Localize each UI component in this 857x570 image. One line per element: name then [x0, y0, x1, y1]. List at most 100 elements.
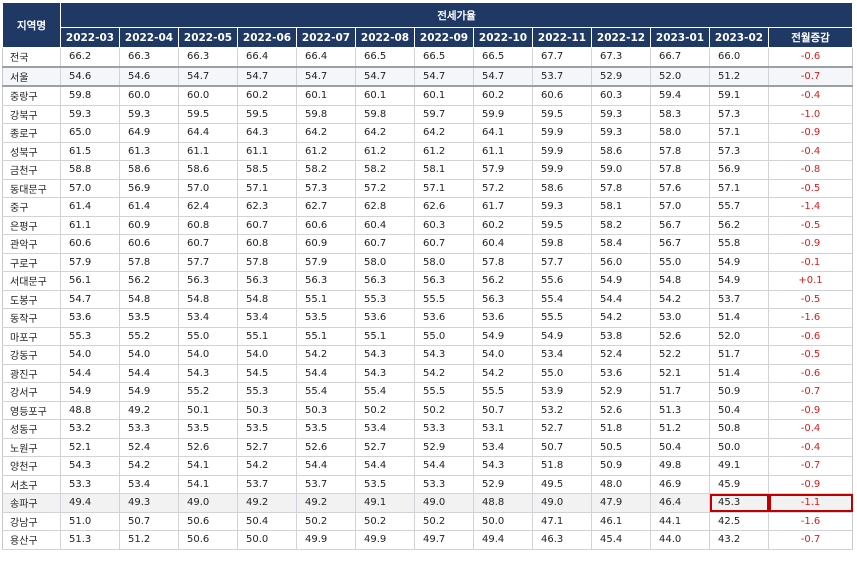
table-row: 강서구 54.9 54.9 55.2 55.3 55.4 55.4 55.5 55.5 53.9 5… — [2, 382, 854, 402]
value-cell: 45.9 — [709, 475, 769, 494]
value-cell: 52.4 — [591, 345, 651, 365]
value-cell: 54.8 — [178, 290, 238, 309]
value-cell: 59.8 — [532, 234, 592, 254]
month-header: 2022-09 — [414, 27, 474, 48]
change-cell: -0.7 — [767, 66, 854, 87]
value-cell: 60.0 — [119, 86, 179, 106]
value-cell: 57.1 — [709, 179, 769, 198]
value-cell: 54.7 — [414, 66, 474, 87]
value-cell: 54.5 — [237, 364, 297, 383]
value-cell: 54.3 — [414, 345, 474, 365]
change-cell: -1.6 — [767, 308, 854, 328]
value-cell: 60.4 — [355, 216, 415, 235]
value-cell: 66.5 — [355, 47, 415, 68]
value-cell: 57.3 — [296, 179, 356, 198]
region-cell: 서울 — [2, 66, 61, 87]
value-cell: 58.2 — [591, 216, 651, 235]
value-cell: 50.2 — [355, 401, 415, 420]
value-cell: 53.5 — [355, 475, 415, 494]
value-cell: 52.1 — [650, 364, 710, 383]
value-cell: 59.7 — [414, 105, 474, 124]
value-cell: 61.1 — [473, 142, 533, 161]
value-cell: 46.9 — [650, 475, 710, 494]
value-cell: 56.3 — [355, 271, 415, 291]
value-cell: 64.9 — [119, 123, 179, 143]
value-cell: 53.7 — [237, 475, 297, 494]
value-cell: 49.5 — [532, 475, 592, 494]
region-cell: 서대문구 — [2, 271, 61, 291]
table-row: 동대문구 57.0 56.9 57.0 57.1 57.3 57.2 57.1 57.2 58.6… — [2, 179, 854, 198]
value-cell: 66.5 — [414, 47, 474, 68]
value-cell: 57.1 — [709, 123, 769, 143]
month-header: 2022-03 — [60, 27, 120, 48]
value-cell: 59.5 — [532, 105, 592, 124]
value-cell: 58.0 — [355, 253, 415, 272]
value-cell: 54.4 — [296, 364, 356, 383]
value-cell: 59.1 — [709, 86, 769, 106]
value-cell: 55.7 — [709, 197, 769, 217]
value-cell: 57.3 — [709, 105, 769, 124]
value-cell: 54.0 — [178, 345, 238, 365]
value-cell: 45.4 — [591, 530, 651, 550]
value-cell: 50.3 — [237, 401, 297, 420]
value-cell: 49.8 — [650, 456, 710, 476]
value-cell: 51.4 — [709, 308, 769, 328]
value-cell: 54.0 — [119, 345, 179, 365]
value-cell: 49.0 — [532, 493, 592, 513]
value-cell: 54.7 — [296, 66, 356, 87]
change-cell: -1.0 — [767, 105, 854, 124]
change-cell: -0.6 — [767, 47, 854, 68]
value-cell: 51.2 — [709, 66, 769, 87]
value-cell: 52.1 — [60, 438, 120, 457]
value-cell: 55.0 — [650, 253, 710, 272]
table-row: 성북구 61.5 61.3 61.1 61.1 61.2 61.2 61.2 61.1 59.9 5… — [2, 142, 854, 161]
value-cell: 50.3 — [296, 401, 356, 420]
value-cell: 54.3 — [60, 456, 120, 476]
value-cell: 52.0 — [650, 66, 710, 87]
value-cell: 60.1 — [355, 86, 415, 106]
value-cell: 52.7 — [532, 419, 592, 439]
value-cell: 57.7 — [178, 253, 238, 272]
value-cell: 54.2 — [237, 456, 297, 476]
value-cell: 59.9 — [532, 160, 592, 180]
value-cell: 54.1 — [178, 456, 238, 476]
value-cell: 44.0 — [650, 530, 710, 550]
value-cell: 49.3 — [119, 493, 179, 513]
value-cell: 65.0 — [60, 123, 120, 143]
value-cell: 62.3 — [237, 197, 297, 217]
value-cell: 50.7 — [473, 401, 533, 420]
month-header: 2022-11 — [532, 27, 592, 48]
change-header: 전월증감 — [767, 27, 854, 48]
value-cell: 56.2 — [709, 216, 769, 235]
value-cell: 52.2 — [650, 345, 710, 365]
value-cell: 54.4 — [355, 456, 415, 476]
value-cell: 54.8 — [237, 290, 297, 309]
value-cell: 60.2 — [237, 86, 297, 106]
value-cell: 59.8 — [355, 105, 415, 124]
month-header: 2022-05 — [178, 27, 238, 48]
month-header: 2022-08 — [355, 27, 415, 48]
value-cell: 59.8 — [296, 105, 356, 124]
value-cell: 52.7 — [355, 438, 415, 457]
value-cell: 54.7 — [60, 290, 120, 309]
value-cell: 48.8 — [473, 493, 533, 513]
table-row: 마포구 55.3 55.2 55.0 55.1 55.1 55.1 55.0 54.9 54.9 5… — [2, 327, 854, 346]
value-cell: 53.5 — [296, 308, 356, 328]
value-cell: 53.3 — [414, 419, 474, 439]
value-cell: 54.3 — [355, 364, 415, 383]
value-cell: 51.7 — [650, 382, 710, 402]
value-cell: 49.4 — [60, 493, 120, 513]
value-cell: 57.1 — [414, 179, 474, 198]
value-cell: 54.4 — [414, 456, 474, 476]
value-cell: 64.3 — [237, 123, 297, 143]
value-cell: 61.1 — [60, 216, 120, 235]
value-cell: 52.7 — [237, 438, 297, 457]
value-cell: 55.0 — [178, 327, 238, 346]
table-row: 용산구 51.3 51.2 50.6 50.0 49.9 49.9 49.7 49.4 46.3 4… — [2, 530, 854, 550]
value-cell: 50.9 — [709, 382, 769, 402]
value-cell: 54.2 — [473, 364, 533, 383]
value-cell: 66.5 — [473, 47, 533, 68]
value-cell: 57.2 — [473, 179, 533, 198]
value-cell: 56.7 — [650, 234, 710, 254]
value-cell: 66.3 — [119, 47, 179, 68]
